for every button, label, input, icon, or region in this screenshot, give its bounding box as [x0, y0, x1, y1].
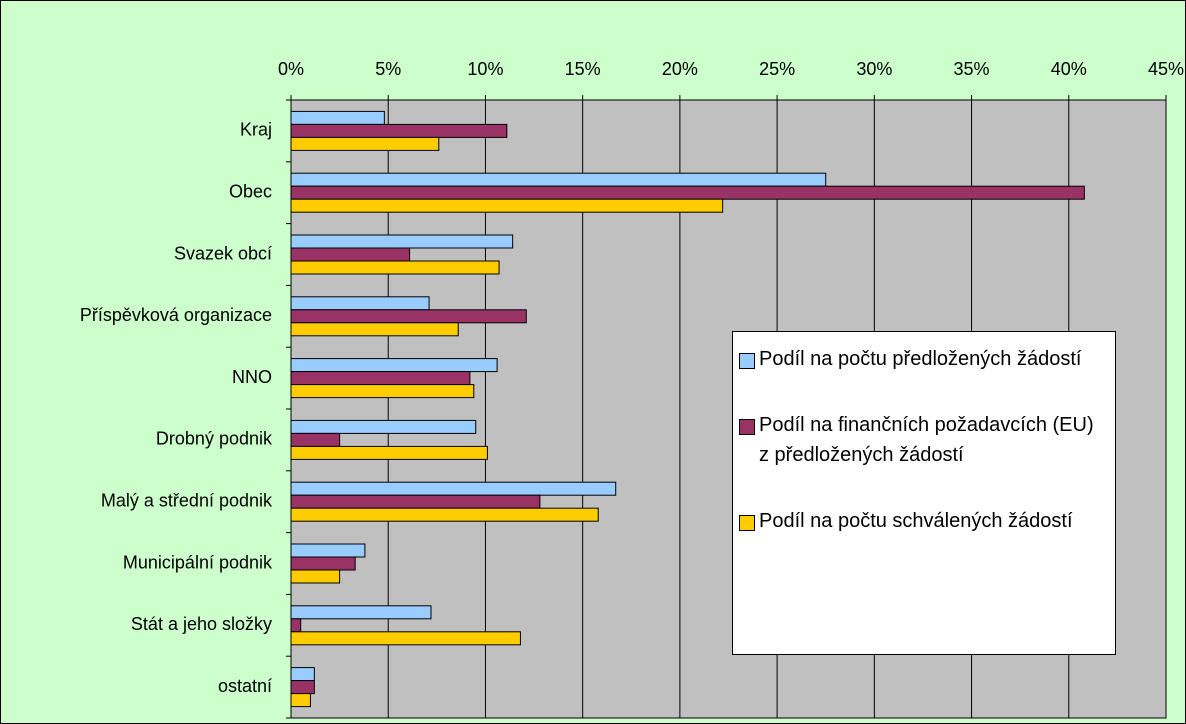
bar	[290, 680, 315, 695]
legend-label: Podíl na počtu předložených žádostí	[759, 348, 1082, 370]
y-tick-label: NNO	[232, 367, 272, 387]
x-tick-label: 0%	[278, 59, 304, 79]
y-tick-label: Municipální podnik	[123, 552, 273, 572]
x-tick-label: 15%	[565, 59, 601, 79]
x-tick-label: 10%	[467, 59, 503, 79]
y-tick-label: Drobný podnik	[156, 429, 273, 449]
bar	[290, 322, 459, 337]
y-tick-label: Malý a střední podnik	[101, 490, 273, 510]
x-tick-label: 35%	[954, 59, 990, 79]
bar	[290, 445, 488, 460]
bar	[290, 371, 471, 386]
bar	[290, 296, 430, 311]
legend-label: Podíl na finančních požadavcích (EU) z p…	[759, 414, 1094, 466]
bar	[290, 556, 356, 571]
bar	[290, 494, 541, 509]
y-tick-label: Svazek obcí	[174, 243, 272, 263]
bar	[290, 631, 521, 646]
y-tick-label: ostatní	[218, 676, 272, 696]
bar	[290, 384, 475, 399]
x-tick-label: 45%	[1148, 59, 1184, 79]
bar	[290, 136, 440, 151]
bar	[290, 618, 302, 633]
legend-swatch	[739, 515, 755, 531]
bar	[290, 432, 341, 447]
bar	[290, 358, 498, 373]
bar	[290, 247, 411, 262]
x-tick-label: 40%	[1051, 59, 1087, 79]
bar	[290, 543, 366, 558]
bar	[290, 110, 385, 125]
bar	[290, 185, 1085, 200]
legend-swatch	[739, 353, 755, 369]
bar	[290, 693, 311, 708]
legend-swatch	[739, 419, 755, 435]
bar	[290, 123, 508, 138]
y-tick-label: Obec	[229, 181, 272, 201]
y-tick-label: Kraj	[240, 120, 272, 140]
legend-label: Podíl na počtu schválených žádostí	[759, 510, 1073, 532]
y-tick-label: Stát a jeho složky	[131, 614, 272, 634]
x-tick-label: 5%	[375, 59, 401, 79]
bar	[290, 198, 724, 213]
x-tick-label: 25%	[759, 59, 795, 79]
bar	[290, 481, 617, 496]
bar	[290, 309, 527, 324]
x-tick-label: 30%	[856, 59, 892, 79]
bar	[290, 667, 315, 682]
y-tick-label: Příspěvková organizace	[80, 305, 272, 325]
bar	[290, 507, 599, 522]
bar	[290, 569, 341, 584]
legend-entry: Podíl na finančních požadavcích (EU) z p…	[739, 410, 1107, 470]
legend-entry: Podíl na počtu schválených žádostí	[739, 506, 1107, 536]
bar	[290, 260, 500, 275]
bar	[290, 172, 827, 187]
bar	[290, 419, 477, 434]
bar	[290, 234, 514, 249]
legend: Podíl na počtu předložených žádostí Podíl…	[732, 331, 1116, 655]
x-tick-label: 20%	[662, 59, 698, 79]
bar	[290, 605, 432, 620]
legend-entry: Podíl na počtu předložených žádostí	[739, 344, 1107, 374]
